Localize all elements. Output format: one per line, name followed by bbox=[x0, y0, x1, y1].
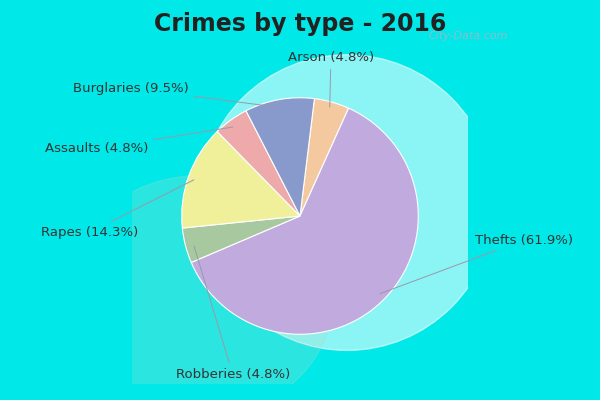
Text: Rapes (14.3%): Rapes (14.3%) bbox=[41, 180, 194, 239]
Ellipse shape bbox=[65, 176, 334, 400]
Wedge shape bbox=[246, 98, 314, 216]
Wedge shape bbox=[300, 99, 349, 216]
Text: Arson (4.8%): Arson (4.8%) bbox=[288, 51, 374, 107]
Text: Robberies (4.8%): Robberies (4.8%) bbox=[176, 246, 290, 381]
Ellipse shape bbox=[199, 55, 495, 350]
Text: City-Data.com: City-Data.com bbox=[429, 30, 508, 40]
Text: Assaults (4.8%): Assaults (4.8%) bbox=[45, 127, 233, 155]
Bar bbox=[511, 14, 522, 400]
Bar bbox=[92, 14, 103, 400]
Text: Burglaries (9.5%): Burglaries (9.5%) bbox=[73, 82, 278, 107]
Text: Crimes by type - 2016: Crimes by type - 2016 bbox=[154, 12, 446, 36]
Wedge shape bbox=[217, 111, 300, 216]
Wedge shape bbox=[182, 216, 300, 262]
Wedge shape bbox=[182, 132, 300, 228]
Text: Thefts (61.9%): Thefts (61.9%) bbox=[380, 234, 573, 294]
Wedge shape bbox=[191, 108, 418, 334]
